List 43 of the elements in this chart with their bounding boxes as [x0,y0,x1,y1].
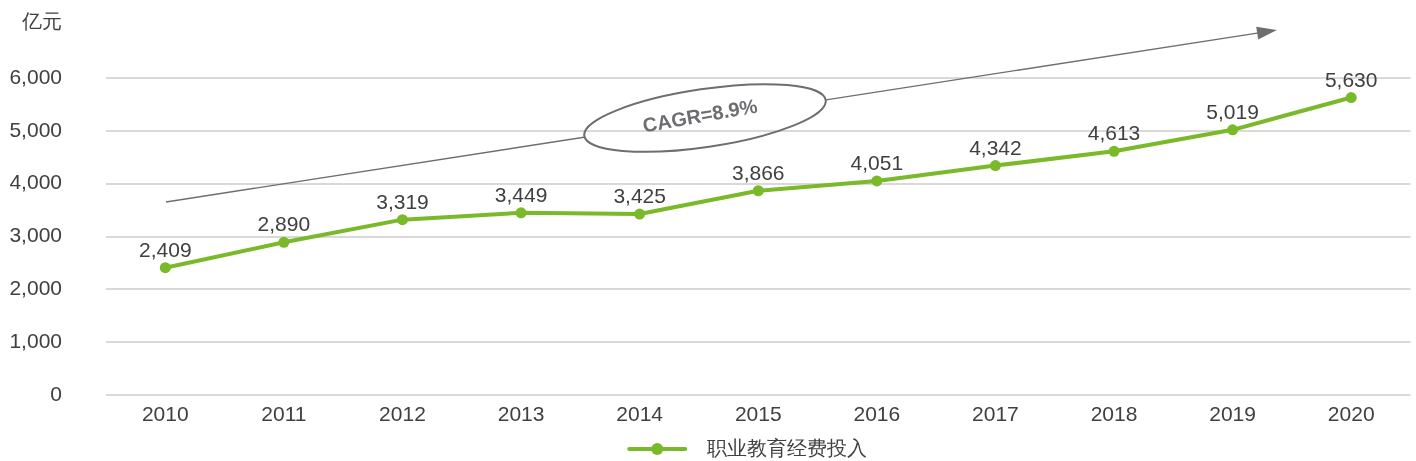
x-tick-label: 2020 [1327,402,1375,426]
point [634,208,646,220]
legend-label: 职业教育经费投入 [707,436,868,459]
point [396,214,408,226]
point [871,175,883,187]
x-tick-label: 2015 [734,402,782,426]
point [1345,92,1357,104]
annotation: CAGR=8.9% [640,94,760,138]
data-label: 5,019 [1206,99,1259,123]
x-tick-label: 2018 [1090,402,1138,426]
data-label: 2,409 [139,237,192,261]
y-tick-label: 3,000 [9,223,62,247]
y-tick-label: 1,000 [9,328,62,352]
data-label: 5,630 [1324,67,1378,91]
data-label: 3,319 [376,189,429,213]
point [159,262,171,274]
y-tick-label: 0 [50,381,62,405]
data-label: 2,890 [257,212,311,236]
x-tick-label: 2019 [1209,402,1256,426]
y-tick-label: 6,000 [9,64,62,88]
data-label: 4,051 [850,150,904,174]
x-tick-label: 2011 [261,402,307,426]
point [278,236,290,248]
x-tick-label: 2017 [972,402,1019,426]
data-label: 4,342 [969,135,1022,159]
y-tick-label: 5,000 [9,117,62,141]
x-tick-label: 2013 [497,402,545,426]
data-label: 3,866 [731,160,785,184]
point [515,207,527,219]
x-tick-label: 2016 [853,402,901,426]
data-label: 3,425 [613,184,666,208]
point [989,160,1001,172]
point [1227,124,1239,136]
x-tick-label: 2012 [379,402,426,426]
point [752,185,764,197]
data-label: 3,449 [494,182,548,206]
x-tick-label: 2014 [616,402,664,426]
y-tick-label: 2,000 [9,276,62,300]
x-tick-label: 2010 [141,402,189,426]
data-label: 4,613 [1087,121,1141,145]
y-tick-label: 4,000 [9,170,62,194]
y-axis-title: 亿元 [21,9,62,32]
point [1108,145,1120,157]
